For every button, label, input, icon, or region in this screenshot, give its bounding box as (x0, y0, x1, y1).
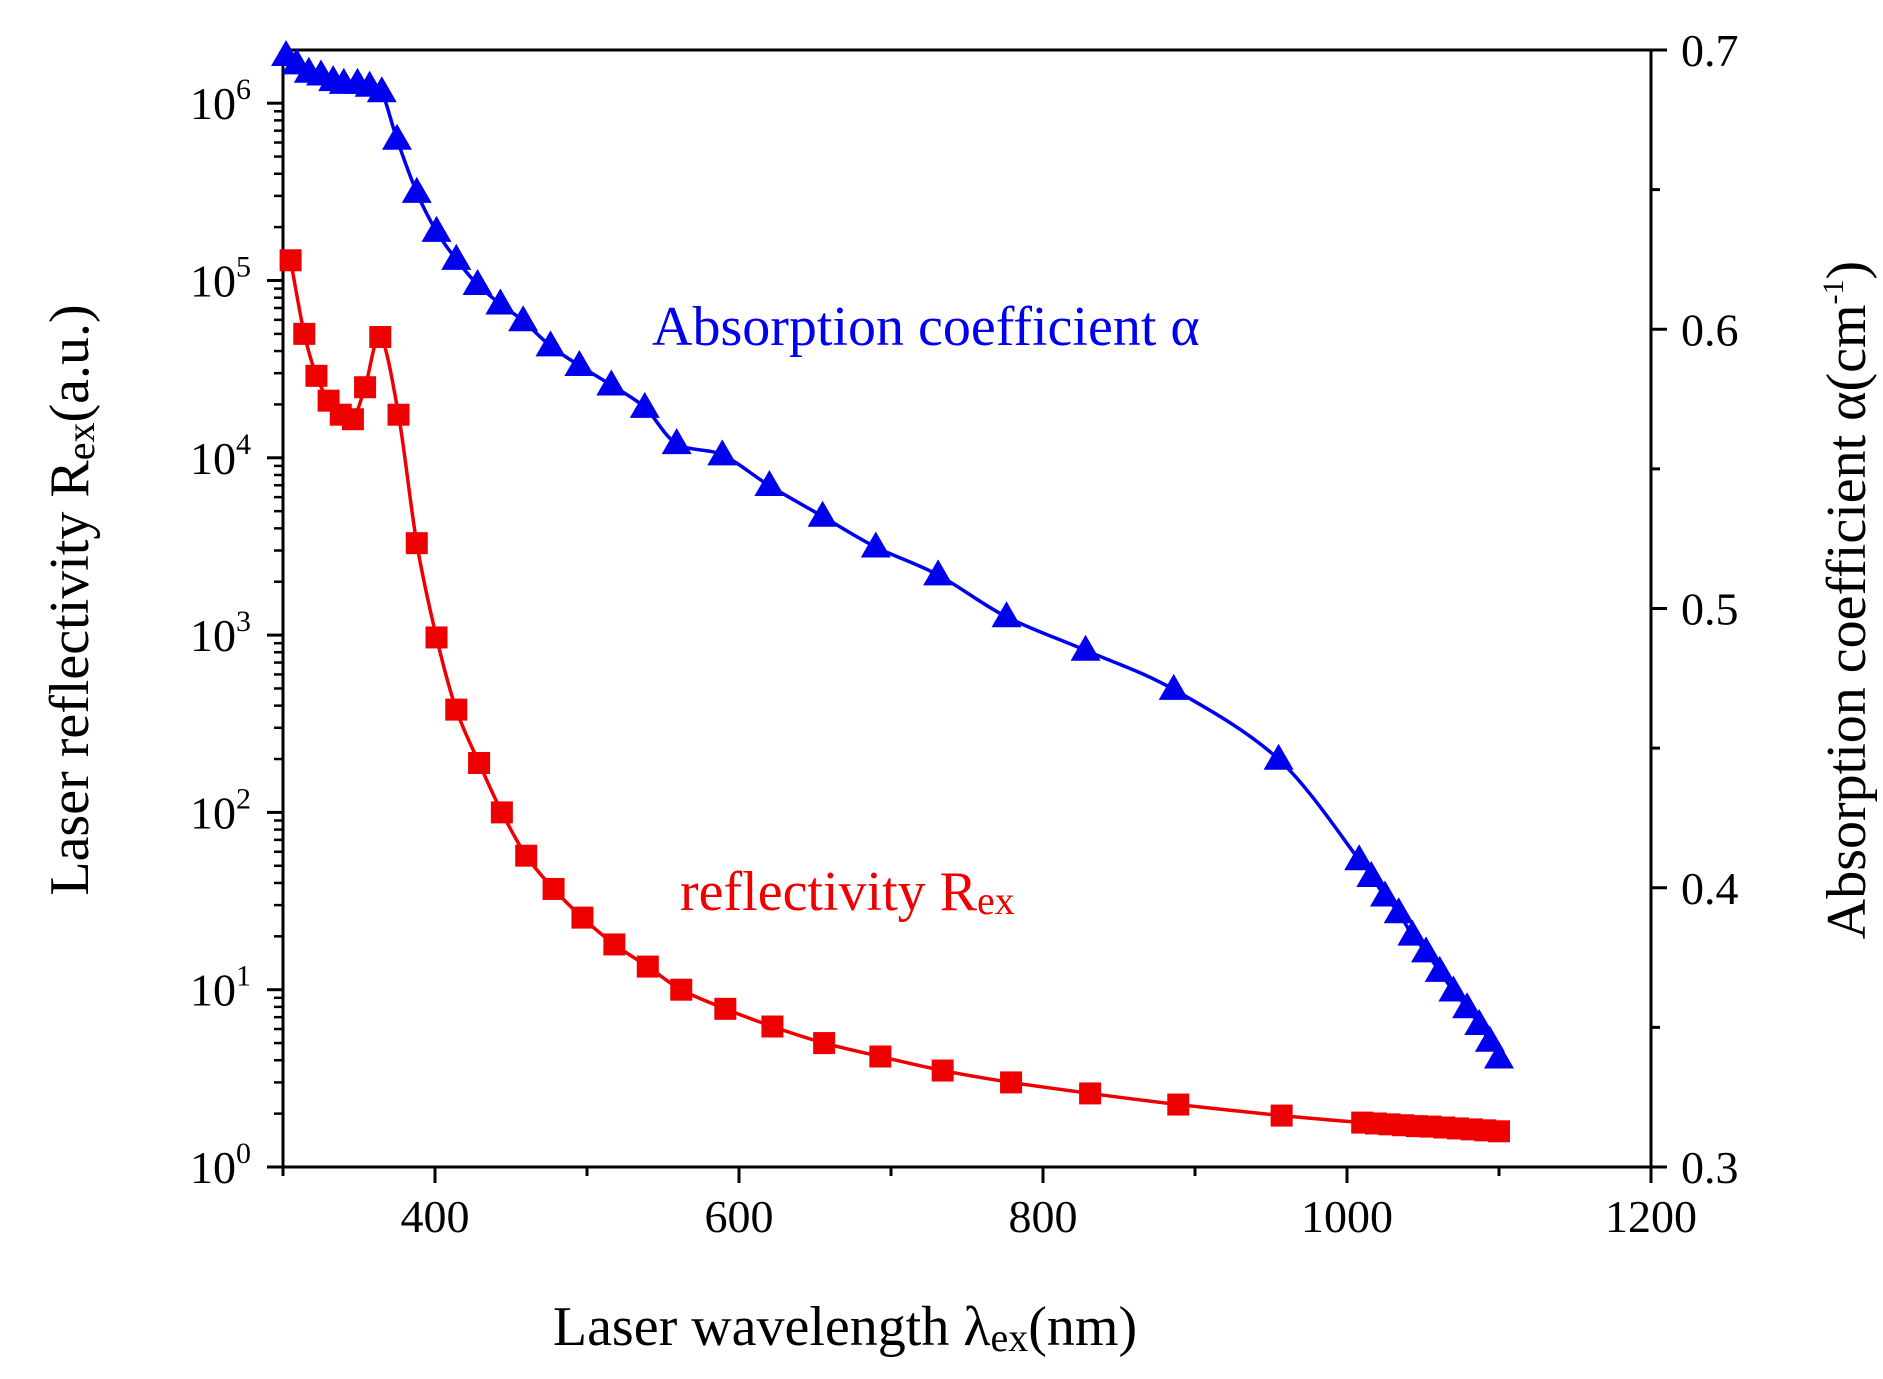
alpha-annotation: Absorption coefficient α (652, 296, 1200, 358)
reflectivity-point (354, 376, 377, 399)
x-tick-label: 1200 (1605, 1191, 1697, 1242)
left-tick-label: 101 (190, 960, 251, 1016)
alpha-point (1424, 955, 1455, 982)
left-tick-label: 102 (190, 782, 251, 838)
alpha-point (661, 428, 692, 455)
alpha-series (271, 39, 1514, 1069)
left-tick-label: 103 (190, 605, 251, 661)
alpha-point (807, 500, 838, 527)
right-tick-label: 0.5 (1681, 584, 1739, 635)
alpha-point (1397, 919, 1428, 946)
reflectivity-point (714, 997, 737, 1020)
reflectivity-line (288, 259, 1500, 1134)
alpha-point (421, 215, 452, 242)
alpha-point (508, 305, 539, 332)
reflectivity-point (279, 249, 302, 272)
alpha-point (1344, 844, 1375, 871)
left-tick-label: 105 (190, 250, 251, 306)
alpha-point (1356, 860, 1387, 887)
reflectivity-point (387, 403, 410, 426)
x-axis-ticks: 400 600 800 1000 1200 (281, 1167, 1697, 1242)
right-tick-label: 0.3 (1681, 1142, 1739, 1193)
x-tick-label: 600 (705, 1191, 774, 1242)
alpha-point (382, 123, 412, 150)
reflectivity-point (490, 801, 513, 824)
x-tick-label: 1000 (1301, 1191, 1393, 1242)
reflectivity-point (405, 532, 428, 555)
alpha-point (1383, 897, 1414, 924)
alpha-point (1070, 634, 1101, 661)
x-axis-title: Laser wavelength λex(nm) (553, 1296, 1137, 1360)
alpha-point (596, 369, 627, 396)
alpha-point (1263, 743, 1294, 770)
left-tick-label: 106 (190, 73, 251, 129)
reflectivity-point (341, 408, 364, 431)
reflectivity-point (425, 626, 448, 649)
alpha-point (754, 470, 785, 497)
left-axis-ticks: 100 101 102 103 104 105 106 (190, 73, 283, 1193)
reflectivity-point (305, 364, 328, 387)
reflectivity-point (670, 978, 693, 1001)
reflectivity-point (369, 326, 392, 349)
alpha-point (707, 439, 738, 466)
alpha-point (1484, 1042, 1514, 1069)
reflectivity-series (279, 249, 1510, 1143)
reflectivity-point (542, 877, 565, 900)
right-tick-label: 0.6 (1681, 304, 1739, 355)
left-axis-title: Laser reflectivity Rex(a.u.) (39, 304, 103, 895)
alpha-point (1411, 936, 1442, 963)
left-tick-label: 100 (190, 1137, 251, 1193)
reflectivity-point (468, 751, 491, 774)
alpha-point (923, 559, 954, 586)
reflectivity-point (293, 322, 316, 345)
reflectivity-point (1079, 1082, 1102, 1105)
alpha-point (1158, 673, 1189, 700)
right-axis-ticks: 0.3 0.4 0.5 0.6 0.7 (1651, 25, 1739, 1193)
alpha-point (564, 349, 595, 376)
reflectivity-point (445, 698, 468, 721)
reflectivity-point (1488, 1120, 1510, 1143)
alpha-point (1438, 975, 1469, 1002)
right-axis-title: Absorption coefficient α(cm-1) (1816, 261, 1878, 939)
reflectivity-annotation: reflectivity Rex (680, 861, 1015, 923)
alpha-point (462, 268, 493, 295)
alpha-point (535, 330, 566, 357)
reflectivity-point (869, 1045, 892, 1068)
alpha-point (860, 531, 891, 558)
reflectivity-point (1167, 1093, 1190, 1116)
reflectivity-point (1000, 1071, 1023, 1094)
alpha-point (401, 176, 432, 203)
left-tick-label: 104 (190, 428, 251, 484)
reflectivity-point (931, 1059, 954, 1082)
reflectivity-point (515, 844, 538, 867)
reflectivity-point (1270, 1104, 1293, 1127)
alpha-point (1464, 1008, 1495, 1035)
alpha-point (441, 243, 472, 270)
reflectivity-point (813, 1032, 836, 1055)
alpha-point (991, 601, 1022, 628)
alpha-point (1452, 992, 1483, 1019)
reflectivity-point (571, 906, 594, 929)
alpha-point (366, 76, 397, 103)
alpha-point (1474, 1025, 1505, 1052)
right-tick-label: 0.7 (1681, 25, 1739, 76)
right-tick-label: 0.4 (1681, 863, 1739, 914)
reflectivity-point (636, 955, 659, 978)
x-tick-label: 800 (1009, 1191, 1078, 1242)
alpha-point (485, 288, 516, 315)
reflectivity-point (761, 1015, 784, 1038)
reflectivity-point (603, 933, 626, 956)
x-tick-label: 400 (401, 1191, 470, 1242)
alpha-point (629, 391, 660, 418)
alpha-point (1370, 880, 1400, 907)
series-layer (271, 39, 1514, 1143)
